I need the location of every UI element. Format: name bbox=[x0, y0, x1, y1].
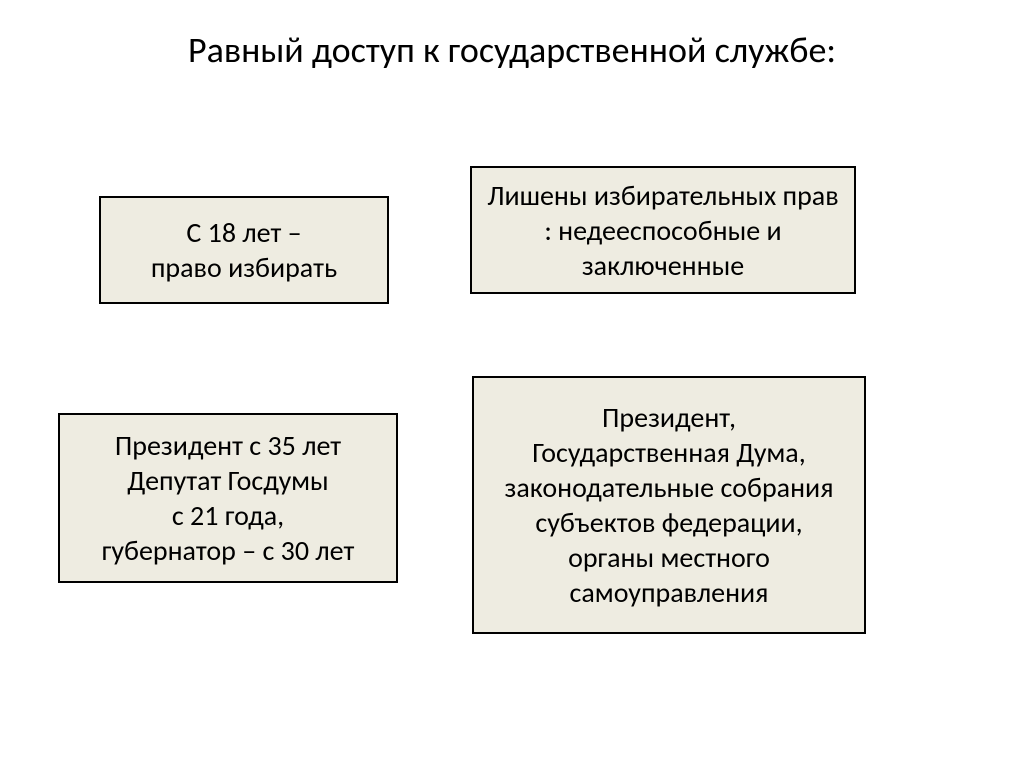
box-elected-bodies-text: Президент,Государственная Дума,законодат… bbox=[484, 400, 854, 610]
box-elected-bodies: Президент,Государственная Дума,законодат… bbox=[472, 376, 866, 634]
box-voting-age-text: С 18 лет –право избирать bbox=[151, 215, 337, 285]
box-age-requirements: Президент с 35 летДепутат Госдумыс 21 го… bbox=[58, 413, 398, 583]
box-voting-age: С 18 лет –право избирать bbox=[99, 196, 389, 304]
box-age-requirements-text: Президент с 35 летДепутат Госдумыс 21 го… bbox=[102, 428, 355, 568]
page-title: Равный доступ к государственной службе: bbox=[0, 0, 1024, 73]
box-deprived-rights: Лишены избирательных прав : недееспособн… bbox=[470, 166, 856, 294]
box-deprived-rights-text: Лишены избирательных прав : недееспособн… bbox=[482, 178, 844, 283]
